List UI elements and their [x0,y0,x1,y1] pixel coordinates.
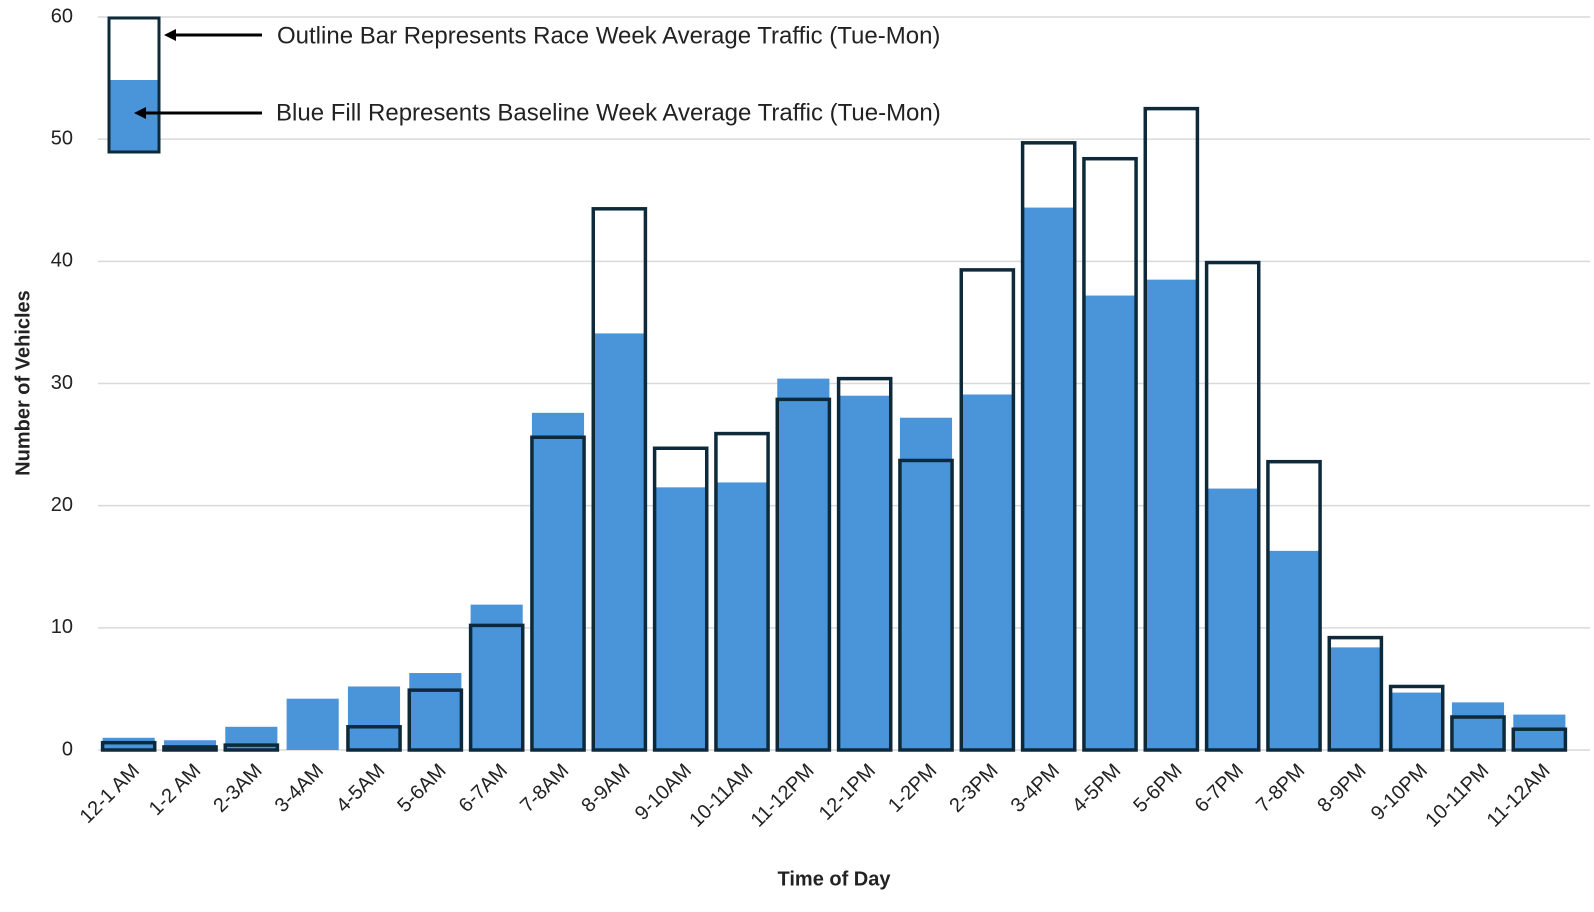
baseline-bar [1390,692,1443,750]
x-tick-label: 7-8AM [516,760,573,817]
y-tick-label: 40 [51,250,73,272]
baseline-bar [1022,207,1075,750]
race-bar [1450,715,1506,752]
baseline-bar [1329,647,1382,750]
x-axis-title: Time of Day [778,868,892,890]
race-bar [775,397,832,752]
race-bar [1143,106,1200,752]
baseline-bar [593,333,646,750]
legend-outline-icon [107,16,161,154]
legend-arrowhead [164,29,176,41]
x-tick-label: 3-4AM [271,760,328,817]
baseline-bar [838,395,891,750]
x-tick-label: 12-1PM [815,760,880,825]
baseline-bar [1513,714,1566,750]
race-bar [1020,141,1077,752]
x-tick-label: 6-7PM [1191,760,1248,817]
baseline-bar [654,487,707,750]
y-tick-label: 60 [51,5,73,27]
legend-label: Outline Bar Represents Race Week Average… [277,22,940,49]
x-tick-label: 4-5AM [332,760,389,817]
x-tick-label: 5-6PM [1129,760,1186,817]
x-tick-label: 5-6AM [393,760,450,817]
x-tick-label: 8-9PM [1313,760,1370,817]
legend-arrowhead [134,107,146,119]
x-tick-label: 1-2 AM [145,760,205,820]
baseline-bar [1267,550,1321,750]
baseline-bar [409,673,462,750]
y-tick-label: 0 [62,738,73,760]
y-tick-label: 20 [51,494,73,516]
race-bar [959,268,1016,752]
baseline-bar [470,604,523,750]
race-bar [1204,260,1261,752]
legend-fill-icon [109,80,159,152]
plot-area: 0 10 20 30 40 50 60 12-1 AM 1-2 AM 2-3AM 3-4AM 4-5A… [51,5,1590,832]
x-tick-label: 7-8PM [1252,760,1309,817]
x-tick-label: 11-12AM [1483,760,1555,832]
race-bar [1082,156,1138,752]
baseline-bar [1145,279,1198,750]
x-tick-label: 8-9AM [577,760,634,817]
race-bar [162,745,218,752]
race-bar [468,623,525,752]
race-bar [898,458,954,752]
x-tick-label: 10-11AM [685,760,757,832]
x-tick-label: 11-12PM [747,760,819,832]
legend-label: Blue Fill Represents Baseline Week Avera… [276,99,941,126]
race-bar [223,743,280,752]
race-bar [1266,459,1322,752]
y-tick-label: 10 [51,616,73,638]
race-bar [652,446,709,752]
x-tick-label: 3-4PM [1007,760,1064,817]
y-tick-label: 30 [51,372,73,394]
race-bar [591,207,648,752]
race-bar [530,435,586,752]
baseline-bar [531,412,585,750]
race-bar [1511,727,1568,752]
baseline-bar [715,482,769,750]
x-tick-label: 2-3AM [209,760,266,817]
race-bar [100,740,157,752]
race-bar [836,376,893,752]
baseline-bar [961,394,1014,750]
baseline-bar [286,698,339,750]
baseline-bar [347,686,401,750]
race-bar [346,725,402,752]
legend: Outline Bar Represents Race Week Average… [107,16,941,154]
y-tick-label: 50 [51,127,73,149]
race-bar [1388,684,1445,752]
race-bar [407,688,464,752]
x-tick-label: 6-7AM [455,760,512,817]
baseline-bar [1083,295,1137,750]
y-axis-title: Number of Vehicles [12,290,34,476]
baseline-bar [777,378,830,750]
baseline-bar [1206,488,1259,750]
x-tick-label: 2-3PM [945,760,1002,817]
baseline-bar [163,740,217,750]
x-tick-label: 10-11PM [1421,760,1493,832]
x-tick-label: 1-2PM [884,760,941,817]
x-tick-label: 12-1 AM [76,760,144,828]
baseline-bar [1451,702,1505,750]
race-bar [1327,635,1384,752]
x-tick-label: 4-5PM [1068,760,1125,817]
race-bar [714,431,770,752]
baseline-bar [899,417,953,750]
